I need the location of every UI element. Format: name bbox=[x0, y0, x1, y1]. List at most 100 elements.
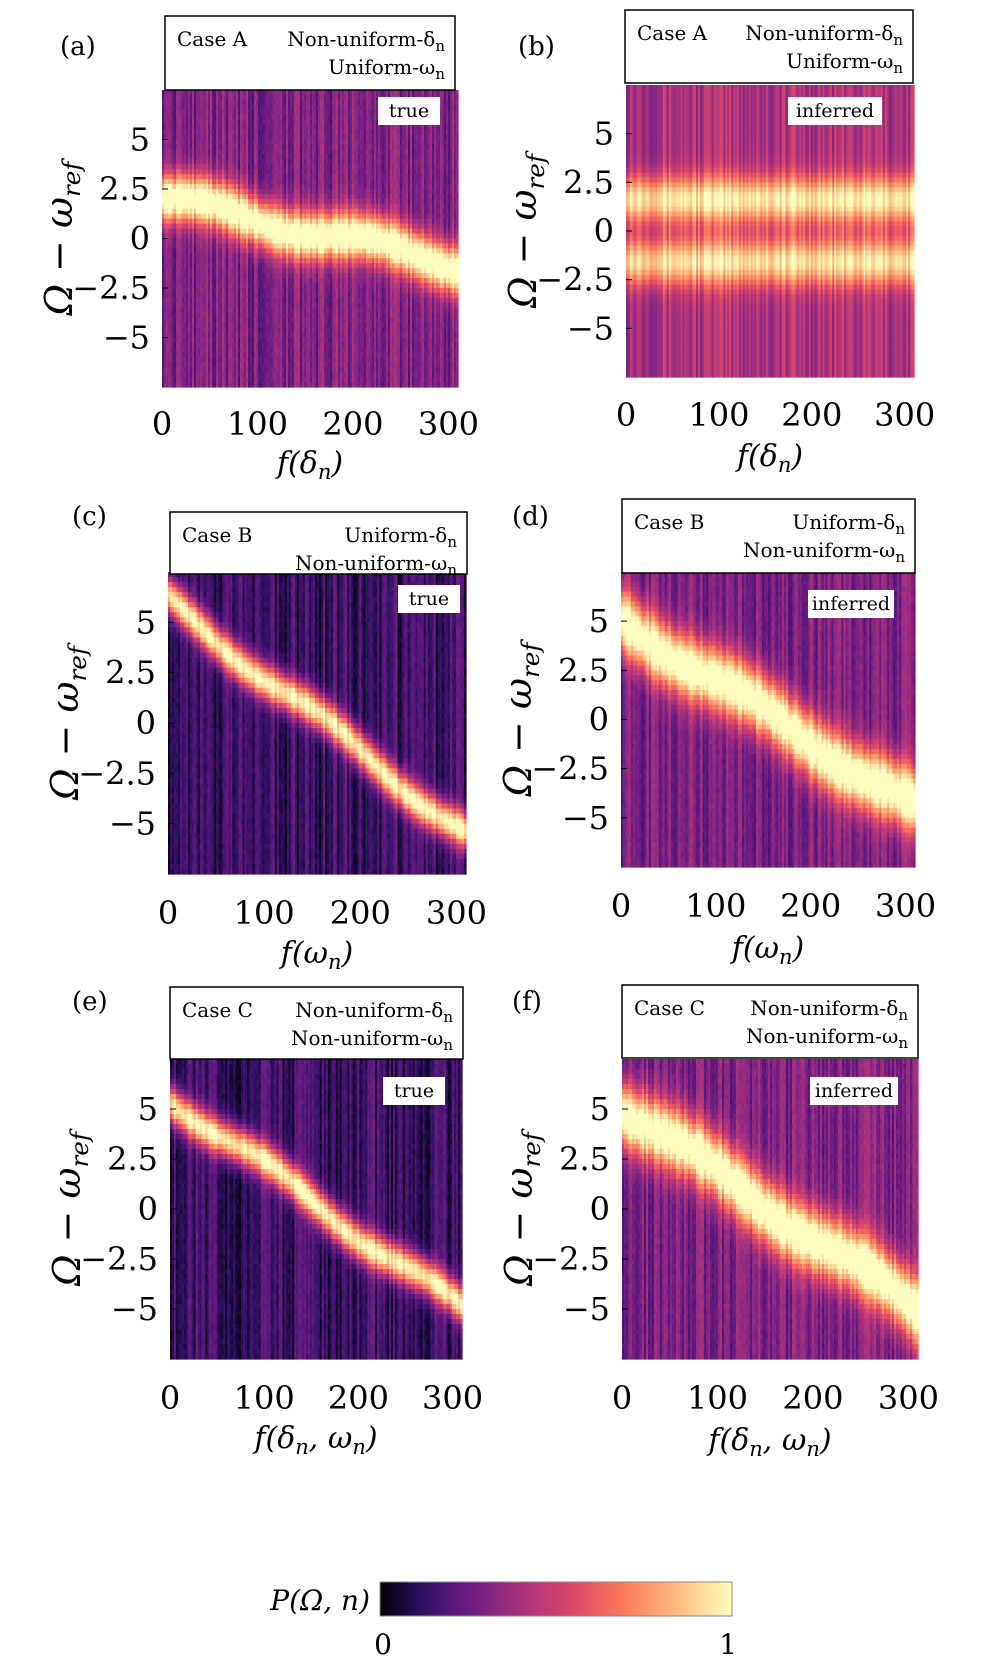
x-tick-label: 100 bbox=[688, 396, 749, 434]
panel-label: (d) bbox=[512, 502, 549, 532]
x-tick-label: 300 bbox=[426, 894, 487, 932]
y-axis-label: Ω − ωref bbox=[496, 639, 545, 798]
tag-box bbox=[378, 97, 440, 125]
x-tick-label: 0 bbox=[158, 894, 178, 932]
case-box-e bbox=[169, 986, 464, 1060]
panel-label: (e) bbox=[72, 987, 108, 1017]
y-tick-label: 5 bbox=[130, 121, 150, 159]
y-tick-label: 5 bbox=[136, 603, 156, 641]
tag-label: inferred bbox=[796, 100, 874, 122]
case-label: Case A bbox=[177, 27, 248, 51]
case-box-c bbox=[169, 511, 468, 575]
x-tick-label: 200 bbox=[330, 894, 391, 932]
delta-dist-label: Uniform-δn bbox=[344, 523, 457, 551]
case-box-b bbox=[624, 9, 914, 84]
x-tick-label: 100 bbox=[687, 1379, 748, 1417]
tag-box bbox=[383, 1077, 445, 1105]
case-box-d bbox=[621, 498, 916, 574]
y-tick-label: −5 bbox=[562, 799, 609, 837]
y-tick-label: 2.5 bbox=[559, 1140, 610, 1178]
tag-label: true bbox=[409, 588, 449, 610]
x-tick-label: 100 bbox=[234, 1379, 295, 1417]
y-tick-label: −5 bbox=[103, 319, 150, 357]
case-label: Case B bbox=[182, 523, 252, 547]
heatmap-e bbox=[170, 1059, 463, 1360]
tag-box bbox=[788, 97, 882, 125]
x-axis-label: f(δn) bbox=[735, 439, 803, 477]
y-axis-label: Ω − ωref bbox=[501, 150, 550, 309]
x-tick-label: 200 bbox=[781, 396, 842, 434]
y-axis-label: Ω − ωref bbox=[43, 642, 92, 801]
y-tick-label: 2.5 bbox=[558, 651, 609, 689]
tag-box bbox=[398, 585, 460, 613]
heatmap-b bbox=[626, 85, 915, 378]
x-axis-label: f(δn, ωn) bbox=[252, 1421, 377, 1459]
y-tick-label: −5 bbox=[109, 805, 156, 843]
x-tick-label: 300 bbox=[875, 887, 936, 925]
delta-dist-label: Non-uniform-δn bbox=[750, 996, 908, 1024]
x-tick-label: 0 bbox=[616, 396, 636, 434]
tag-label: true bbox=[389, 100, 429, 122]
delta-dist-label: Non-uniform-δn bbox=[295, 998, 453, 1026]
y-tick-label: 2.5 bbox=[99, 170, 150, 208]
tag-label: inferred bbox=[815, 1080, 893, 1102]
x-tick-label: 300 bbox=[874, 396, 935, 434]
tag-box bbox=[810, 1077, 898, 1105]
y-tick-label: 0 bbox=[138, 1190, 158, 1228]
y-axis-label: Ω − ωref bbox=[37, 158, 86, 317]
y-tick-label: 0 bbox=[589, 701, 609, 739]
omega-dist-label: Uniform-ωn bbox=[328, 55, 445, 83]
x-tick-label: 200 bbox=[780, 887, 841, 925]
x-tick-label: 300 bbox=[878, 1379, 939, 1417]
y-tick-label: 5 bbox=[590, 1090, 610, 1128]
case-box-f bbox=[621, 984, 919, 1059]
omega-dist-label: Non-uniform-ωn bbox=[295, 551, 457, 579]
y-tick-label: −2.5 bbox=[72, 269, 150, 307]
delta-dist-label: Uniform-δn bbox=[792, 510, 905, 538]
tag-label: inferred bbox=[812, 593, 890, 615]
omega-dist-label: Uniform-ωn bbox=[786, 49, 903, 77]
colorbar-label: P(Ω, n) bbox=[269, 1584, 370, 1617]
delta-dist-label: Non-uniform-δn bbox=[745, 21, 903, 49]
y-tick-label: 0 bbox=[590, 1190, 610, 1228]
x-tick-label: 200 bbox=[328, 1379, 389, 1417]
case-label: Case B bbox=[634, 510, 704, 534]
y-tick-label: 0 bbox=[130, 220, 150, 258]
x-tick-label: 100 bbox=[234, 894, 295, 932]
x-axis-label: f(δn) bbox=[275, 446, 343, 484]
colorbar-max-label: 1 bbox=[719, 1628, 737, 1661]
y-tick-label: −2.5 bbox=[536, 261, 614, 299]
y-tick-label: 2.5 bbox=[105, 654, 156, 692]
y-tick-label: −5 bbox=[567, 309, 614, 347]
y-tick-label: −2.5 bbox=[531, 750, 609, 788]
x-tick-label: 200 bbox=[782, 1379, 843, 1417]
x-tick-label: 300 bbox=[418, 405, 479, 443]
panel-label: (c) bbox=[72, 502, 107, 532]
x-tick-label: 100 bbox=[227, 405, 288, 443]
y-tick-label: −5 bbox=[563, 1290, 610, 1328]
case-label: Case C bbox=[634, 996, 705, 1020]
case-label: Case C bbox=[182, 998, 253, 1022]
tag-box bbox=[808, 590, 894, 618]
x-axis-label: f(ωn) bbox=[279, 936, 354, 974]
y-tick-label: 0 bbox=[594, 212, 614, 250]
panel-label: (f) bbox=[512, 987, 542, 1017]
colorbar: P(Ω, n)0 1 bbox=[269, 1581, 737, 1661]
y-tick-label: 5 bbox=[589, 602, 609, 640]
x-tick-label: 0 bbox=[152, 405, 172, 443]
y-tick-label: −2.5 bbox=[78, 754, 156, 792]
tag-label: true bbox=[394, 1080, 434, 1102]
heatmap-d bbox=[621, 572, 916, 868]
y-tick-label: 2.5 bbox=[563, 163, 614, 201]
x-tick-label: 0 bbox=[160, 1379, 180, 1417]
heatmap-a bbox=[162, 90, 459, 388]
x-axis-label: f(ωn) bbox=[730, 931, 805, 969]
y-tick-label: −5 bbox=[111, 1290, 158, 1328]
